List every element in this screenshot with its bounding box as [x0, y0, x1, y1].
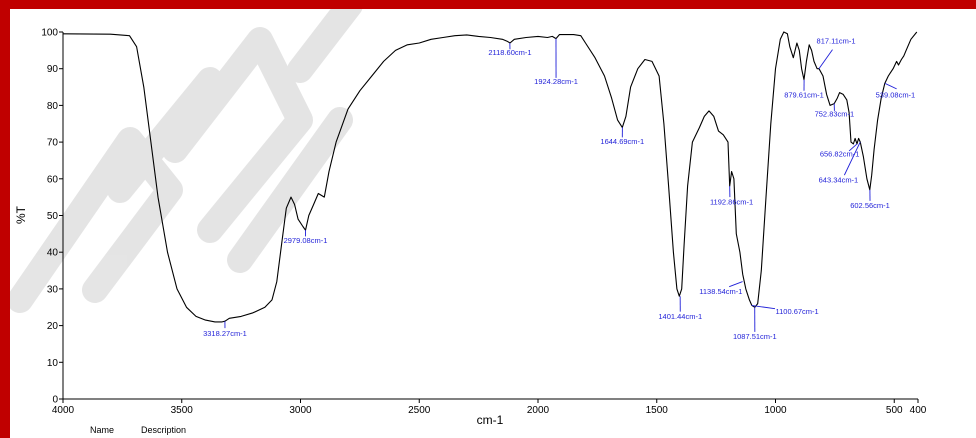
x-axis-ticks: 4000 3500 3000 2500 2000 1500 1000 500 400 — [52, 399, 927, 416]
x-tick-label: 1500 — [646, 405, 669, 416]
y-tick-label: 60 — [47, 174, 59, 185]
peak-label: 1644.69cm-1 — [600, 137, 644, 146]
peak-label: 602.56cm-1 — [850, 201, 890, 210]
peak-label: 539.08cm-1 — [876, 90, 916, 99]
peak-label: 1401.44cm-1 — [658, 312, 702, 321]
x-tick-label: 2500 — [408, 405, 431, 416]
peak-label: 1924.28cm-1 — [534, 77, 578, 86]
peak-label: 2118.60cm-1 — [488, 48, 531, 57]
x-tick-label: 1000 — [764, 405, 787, 416]
peak-label: 879.61cm-1 — [784, 90, 824, 99]
y-tick-label: 70 — [47, 138, 59, 149]
peak-annotations: 3318.27cm-1 2979.08cm-1 2118.60cm-1 1924.28… — [203, 37, 915, 341]
y-tick-label: 80 — [47, 101, 59, 112]
peak-label: 1138.54cm-1 — [699, 287, 742, 296]
peak-label: 643.34cm-1 — [819, 175, 859, 184]
peak-label: 656.82cm-1 — [820, 149, 860, 158]
spectrum-line — [62, 31, 918, 323]
peak-label: 3318.27cm-1 — [203, 329, 247, 338]
x-tick-label: 4000 — [52, 405, 75, 416]
x-tick-label: 500 — [886, 405, 903, 416]
peak-marker-line — [848, 143, 858, 152]
peak-marker-line — [843, 141, 861, 176]
y-tick-label: 100 — [41, 28, 58, 39]
peak-label: 1100.67cm-1 — [776, 307, 819, 316]
peak-marker-line — [729, 281, 743, 288]
peak-label: 817.11cm-1 — [817, 37, 856, 46]
x-tick-label: 2000 — [527, 405, 550, 416]
y-axis-title: %T — [14, 205, 28, 224]
x-tick-label: 3000 — [289, 405, 312, 416]
peak-label: 2979.08cm-1 — [284, 236, 328, 245]
x-tick-label: 3500 — [171, 405, 194, 416]
peak-label: 752.83cm-1 — [815, 109, 855, 118]
footer-name-label: Name — [90, 425, 115, 435]
y-axis-ticks: 0 10 20 30 40 50 60 70 80 90 100 — [41, 28, 63, 406]
y-tick-label: 10 — [47, 358, 59, 369]
x-tick-label: 400 — [910, 405, 927, 416]
y-tick-label: 50 — [47, 211, 59, 222]
y-tick-label: 0 — [52, 395, 58, 406]
peak-marker-line — [884, 82, 897, 90]
peak-marker-line — [751, 304, 776, 310]
y-tick-label: 30 — [47, 284, 59, 295]
footer-description-label: Description — [141, 425, 187, 435]
y-tick-label: 40 — [47, 248, 59, 259]
peak-marker-line — [818, 49, 833, 69]
x-axis-title: cm-1 — [477, 413, 504, 427]
y-tick-label: 90 — [47, 64, 59, 75]
y-tick-label: 20 — [47, 321, 59, 332]
peak-label: 1087.51cm-1 — [733, 332, 777, 341]
peak-label: 1192.86cm-1 — [710, 197, 753, 206]
